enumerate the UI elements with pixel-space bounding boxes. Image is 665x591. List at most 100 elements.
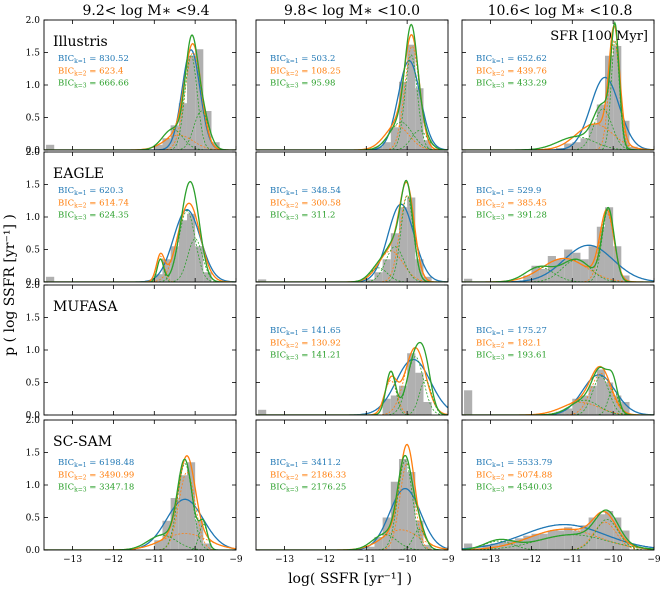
hist-bar — [523, 275, 532, 282]
x-tick-label: −10 — [604, 555, 623, 565]
hist-bar — [178, 103, 187, 150]
hist-bar — [162, 138, 171, 150]
bic-k2: BICk=2 = 300.58 — [270, 198, 341, 209]
hist-bar — [531, 265, 540, 282]
hist-bar — [398, 207, 408, 282]
bic-k1: BICk=1 = 175.27 — [476, 326, 547, 337]
hist-bar — [374, 272, 383, 282]
y-tick-label: 2.0 — [26, 281, 41, 291]
fit-k3-total — [462, 509, 654, 550]
hist-bar — [170, 246, 179, 282]
x-tick-label: −12 — [316, 555, 335, 565]
fit-k3-component-2 — [44, 523, 236, 550]
hist-bar — [407, 44, 416, 150]
bic-k3: BICk=3 = 95.98 — [270, 79, 335, 90]
hist-bar — [506, 540, 516, 550]
fit-k3-total — [256, 341, 448, 415]
hist-bar — [390, 127, 399, 150]
hist-bar — [539, 533, 548, 550]
hist-bar-quenched — [464, 543, 473, 550]
bic-k3: BICk=3 = 141.21 — [270, 351, 341, 362]
hist-bar — [374, 537, 383, 550]
bic-k1: BICk=1 = 620.3 — [58, 186, 123, 197]
plot-area — [256, 23, 448, 150]
y-tick-label: 1.5 — [26, 314, 41, 324]
hist-bar — [407, 472, 416, 550]
hist-bar — [531, 533, 540, 550]
bic-k2: BICk=2 = 182.1 — [476, 338, 541, 349]
plot-area — [462, 365, 654, 415]
fit-k3-component-2 — [256, 528, 448, 550]
fit-k1-total — [44, 498, 236, 550]
hist-bar — [564, 527, 573, 550]
hist-bar — [572, 530, 581, 550]
hist-bar — [154, 144, 163, 150]
x-tick-label: −10 — [398, 555, 417, 565]
y-tick-label: 0.0 — [26, 278, 41, 288]
hist-bar — [555, 530, 565, 550]
col-title-0: 9.2< log M∗ <9.4 — [82, 3, 209, 19]
hist-bar — [398, 81, 408, 150]
hist-bar — [588, 385, 597, 415]
hist-bar — [564, 249, 573, 282]
fit-k3-component-2 — [462, 540, 654, 550]
bic-k2: BICk=2 = 130.92 — [270, 338, 341, 349]
y-tick-label: 2.0 — [26, 148, 41, 158]
hist-bar — [580, 138, 589, 150]
bic-k2: BICk=2 = 3490.99 — [58, 470, 134, 481]
hist-bar — [366, 546, 375, 550]
hist-bar — [613, 517, 622, 550]
bic-k3: BICk=3 = 433.29 — [476, 79, 547, 90]
hist-bar — [407, 353, 416, 415]
y-tick-label: 0.5 — [26, 514, 41, 524]
hist-bar — [423, 402, 432, 415]
hist-bar — [604, 382, 614, 415]
fit-k2-total — [462, 24, 654, 150]
hist-bar — [629, 146, 638, 150]
fit-k3-total — [44, 458, 236, 550]
hist-bar — [564, 408, 573, 415]
fit-k3-component-1 — [462, 399, 654, 415]
hist-bar — [580, 525, 589, 550]
y-tick-label: 1.0 — [26, 346, 41, 356]
hist-bar-quenched — [258, 279, 267, 282]
hist-bar — [482, 544, 491, 550]
bic-k2: BICk=2 = 5074.88 — [476, 470, 552, 481]
hist-bar-quenched — [464, 390, 473, 415]
x-tick-label: −13 — [481, 555, 500, 565]
hist-bar — [515, 538, 524, 550]
plot-area — [462, 509, 654, 550]
bic-k3: BICk=3 = 3347.18 — [58, 483, 134, 494]
hist-bar — [382, 142, 391, 150]
bic-k2: BICk=2 = 2186.33 — [270, 470, 346, 481]
bic-k3: BICk=3 = 193.61 — [476, 351, 547, 362]
bic-k2: BICk=2 = 439.76 — [476, 66, 547, 77]
row-label: SC-SAM — [53, 434, 112, 450]
hist-bar — [596, 514, 605, 550]
x-tick-label: −11 — [563, 555, 582, 565]
x-tick-label: −11 — [145, 555, 164, 565]
fit-k2-total — [462, 510, 654, 550]
fit-k3-component-0 — [44, 210, 236, 282]
fit-k2-component-1 — [44, 533, 236, 550]
fit-k3-component-0 — [462, 375, 654, 415]
hist-bar — [162, 259, 171, 282]
hist-bar — [398, 385, 408, 415]
fit-k3-component-2 — [256, 130, 448, 150]
plot-area — [44, 180, 236, 282]
x-tick-label: −11 — [357, 555, 376, 565]
x-tick-label: −9 — [441, 555, 455, 565]
bic-k1: BICk=1 = 830.52 — [58, 54, 129, 65]
hist-bar — [423, 140, 432, 150]
x-tick-label: −12 — [104, 555, 123, 565]
x-tick-label: −13 — [275, 555, 294, 565]
bic-k3: BICk=3 = 391.28 — [476, 211, 547, 222]
